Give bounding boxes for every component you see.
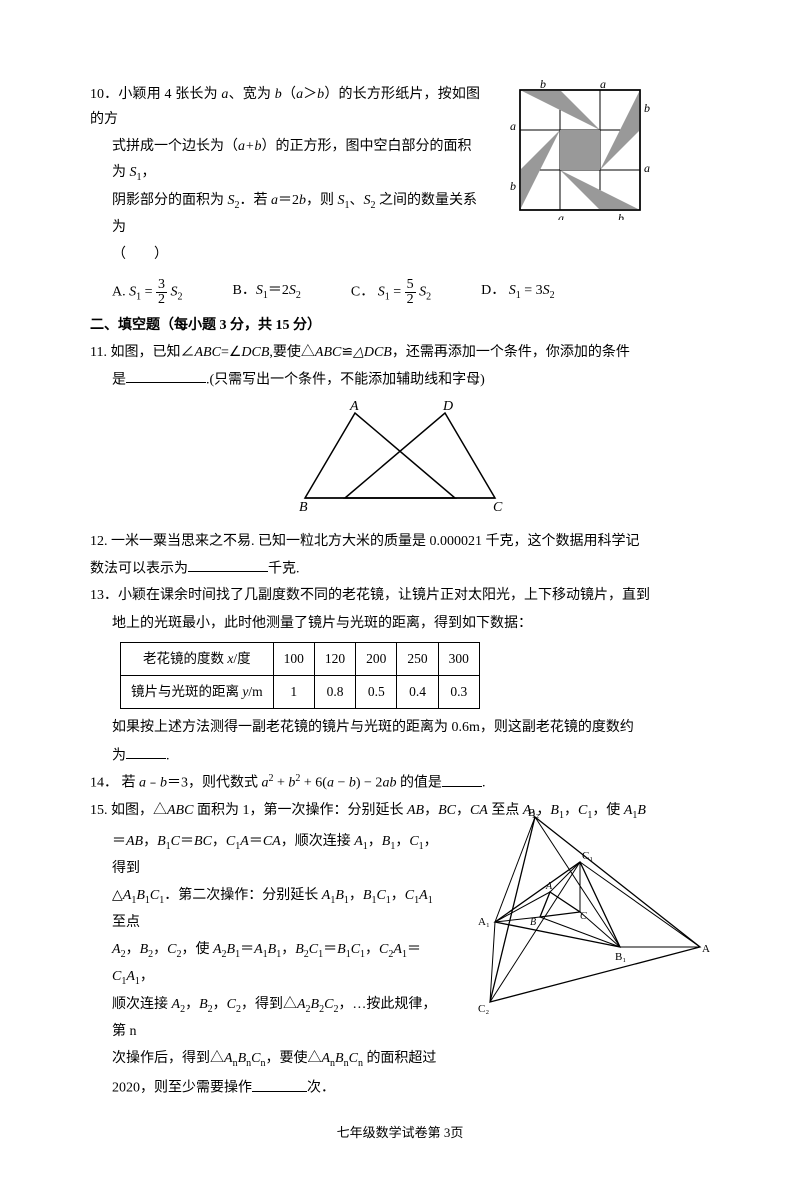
q14-blank[interactable] (442, 770, 482, 786)
svg-text:a: a (644, 161, 650, 175)
exam-page: 10．小颖用 4 张长为 a、宽为 b（a＞b）的长方形纸片，按如图的方 式拼成… (0, 0, 800, 1184)
svg-text:B: B (299, 500, 308, 513)
svg-text:A₁: A₁ (478, 916, 490, 928)
svg-text:D: D (442, 399, 453, 414)
svg-text:a: a (558, 211, 564, 220)
choice-d: D． S1 = 3S2 (481, 278, 555, 307)
q10-figure: b a b a b a b a (510, 80, 650, 229)
svg-text:b: b (644, 101, 650, 115)
svg-text:a: a (510, 119, 516, 133)
q13-table: 老花镜的度数 x/度 100 120 200 250 300 镜片与光斑的距离 … (120, 642, 480, 710)
q15-blank[interactable] (252, 1075, 307, 1091)
svg-text:A: A (349, 399, 359, 414)
q13-blank[interactable] (126, 743, 166, 759)
svg-text:C₁: C₁ (582, 850, 593, 862)
q11-blank[interactable] (126, 367, 206, 383)
q10-number: 10． (90, 87, 118, 102)
question-11: 11. 如图，已知∠ABC=∠DCB,要使△ABC≌△DCB，还需再添加一个条件… (90, 340, 710, 365)
q12-blank[interactable] (188, 556, 268, 572)
svg-text:B₁: B₁ (615, 951, 626, 963)
svg-text:C: C (580, 911, 587, 922)
choice-a: A. S1 = 32 S2 (112, 278, 183, 307)
question-14: 14． 若 a﹣b＝3，则代数式 a2 + b2 + 6(a − b) − 2a… (90, 770, 710, 796)
svg-text:b: b (618, 211, 624, 220)
question-13: 13．小颖在课余时间找了几副度数不同的老花镜，让镜片正对太阳光，上下移动镜片，直… (90, 583, 710, 608)
question-12: 12. 一米一粟当思来之不易. 已知一粒北方大米的质量是 0.000021 千克… (90, 529, 710, 554)
section-2-header: 二、填空题（每小题 3 分，共 15 分） (90, 313, 710, 338)
svg-text:b: b (540, 80, 546, 91)
q11-figure: A D B C (90, 398, 710, 522)
svg-text:A: A (545, 881, 553, 892)
q10-paren: （ ） (90, 242, 480, 267)
svg-text:A₂: A₂ (702, 943, 710, 955)
svg-text:C₂: C₂ (478, 1003, 489, 1015)
svg-text:a: a (600, 80, 606, 91)
choice-b: B．S1＝2S2 (233, 278, 301, 307)
choice-c: C． S1 = 52 S2 (351, 278, 431, 307)
question-15-text: ＝AB，B1C＝BC，C1A＝CA，顺次连接 A1，B1，C1，得到 △A1B1… (90, 827, 440, 1103)
svg-text:B: B (530, 917, 536, 928)
svg-text:B₂: B₂ (528, 807, 539, 819)
svg-text:b: b (510, 179, 516, 193)
svg-text:C: C (493, 500, 503, 513)
q10-choices: A. S1 = 32 S2 B．S1＝2S2 C． S1 = 52 S2 D． … (112, 278, 710, 307)
q15-figure: B₂ A₂ C₂ A₁ B₁ C₁ A C B (450, 807, 710, 1026)
page-footer: 七年级数学试卷第 3页 (90, 1121, 710, 1144)
question-10: 10．小颖用 4 张长为 a、宽为 b（a＞b）的长方形纸片，按如图的方 式拼成… (90, 80, 710, 270)
